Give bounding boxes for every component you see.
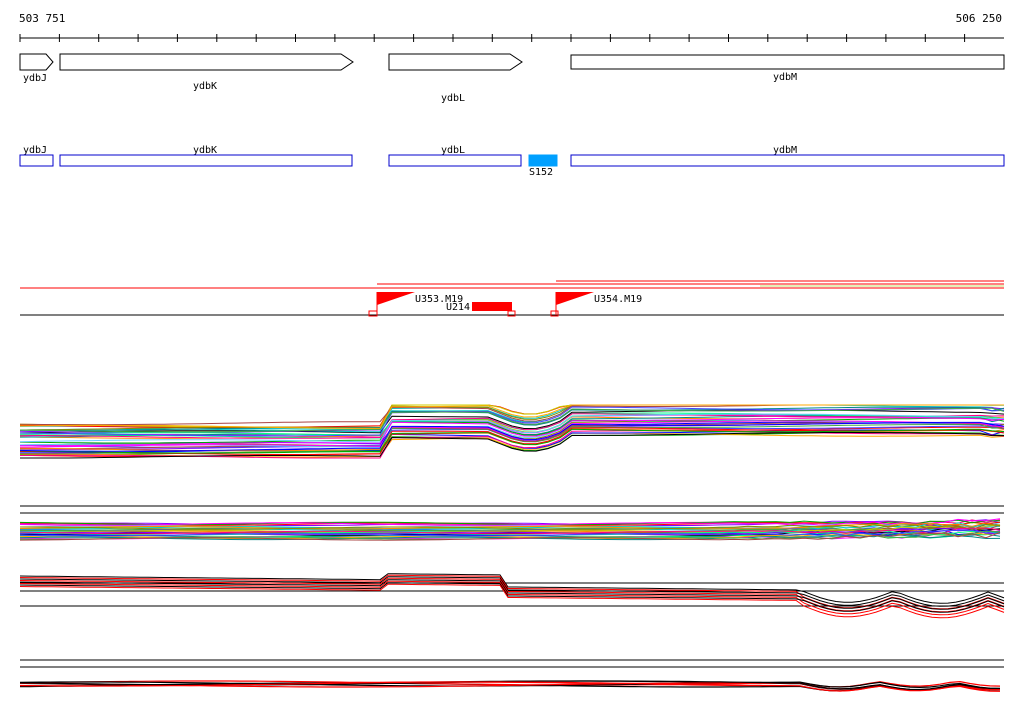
coordinate-ruler [19,34,1004,42]
u-feature-bar[interactable] [472,302,512,311]
annotation-box-ydbj[interactable] [19,154,54,167]
s-feature-box[interactable] [528,154,558,167]
expression-line [20,523,1001,530]
gene-label-ydbj: ydbJ [23,73,47,84]
expression-line [20,432,1004,459]
expression-line [19,583,1005,619]
expression-line [19,406,1005,431]
s-feature-label: S152 [529,167,553,178]
gene-arrow-ydbl[interactable] [388,53,523,71]
expression-line [20,417,1005,447]
expression-line [20,524,1001,534]
gene-arrow-ydbj[interactable] [19,53,54,71]
gene-arrow-ydbm[interactable] [570,54,1005,70]
annotation-box-ydbl[interactable] [388,154,522,167]
expression-panel-4-frame [20,659,1004,668]
annotation-box-ydbm[interactable] [570,154,1005,167]
expression-line [19,404,1005,429]
expression-line [19,681,1000,692]
expression-line [19,527,1001,535]
expression-line [19,413,1005,443]
annotation-box-ydbk[interactable] [59,154,353,167]
annotation-track: ydbJ ydbK ydbL ydbM S152 [19,145,1005,178]
gene-label-ydbk: ydbK [193,81,217,92]
gene-label-ydbm: ydbM [773,72,797,83]
expression-profile-panel-bottom [19,680,1001,692]
expression-line [19,582,1005,613]
expression-line [19,417,1005,444]
expression-line [19,576,1005,607]
annotation-label-ydbl: ydbL [441,145,465,156]
expression-profile-panel-red-black [19,573,1005,619]
gene-track: ydbJ ydbK ydbL ydbM [19,53,1005,104]
region-start-coordinate: 503 751 [19,12,66,25]
expression-line [19,529,1001,537]
expression-panel-2-frame [20,505,1004,514]
region-end-coordinate: 506 250 [955,12,1002,25]
expression-line [19,421,1005,452]
expression-profile-panel-flat [19,518,1001,541]
annotation-label-ydbk: ydbK [193,145,217,156]
annotation-label-ydbm: ydbM [773,145,797,156]
expression-line [19,573,1005,604]
gene-label-ydbl: ydbL [441,93,465,104]
expression-line [19,518,1001,526]
primer-flag-u354[interactable] [556,292,594,305]
annotation-label-ydbj: ydbJ [23,145,47,156]
ruler-ticks [19,34,966,42]
expression-profile-panel-multicolor [19,404,1005,459]
gene-arrow-ydbk[interactable] [59,53,354,71]
expression-line [19,422,1005,450]
expression-line [19,428,1005,454]
expression-line [19,523,1001,531]
expression-line [19,413,1005,439]
expression-line [19,407,1005,433]
expression-line [19,579,1005,610]
primer-label-u353: U353.M19 [415,294,463,305]
expression-line [19,580,1005,616]
transcript-track: U353.M19 U214 U354.M19 [20,280,1004,317]
primer-label-u354: U354.M19 [594,294,642,305]
u-feature-label: U214 [446,302,470,313]
expression-line [19,531,1001,541]
primer-flag-u353[interactable] [377,292,415,305]
expression-line [19,522,1001,530]
